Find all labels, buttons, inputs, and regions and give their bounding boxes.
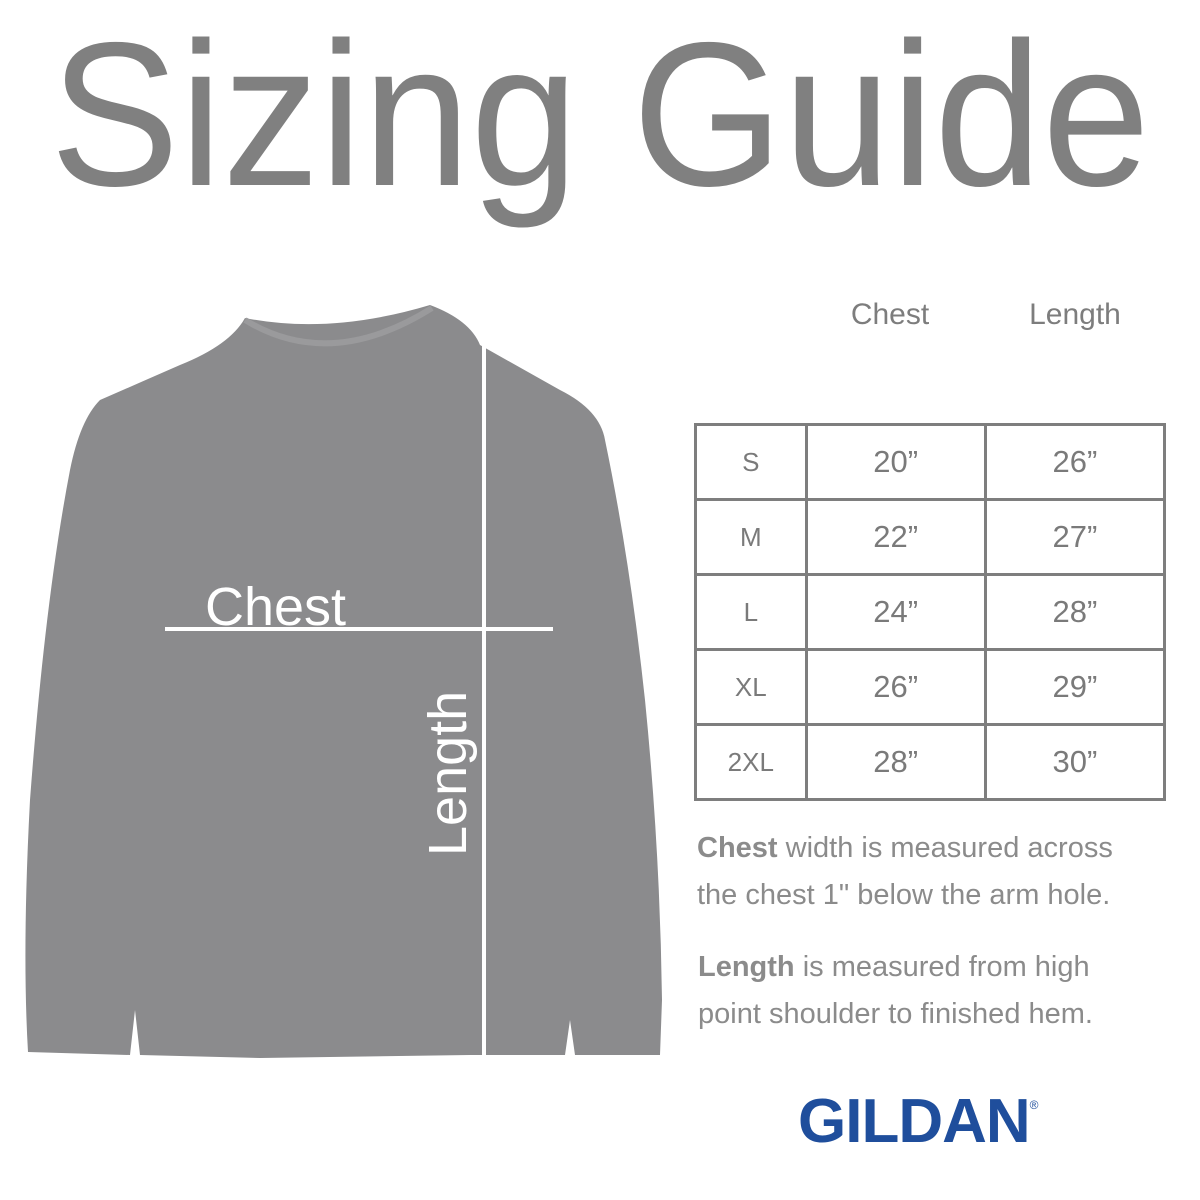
table-row: M 22” 27”: [694, 498, 1167, 576]
chest-note-bold: Chest: [697, 832, 778, 864]
gildan-logo: GILDAN®: [798, 1086, 1038, 1157]
sweatshirt-image: [25, 305, 662, 1058]
page-title: Sizing Guide: [50, 0, 1150, 229]
length-label: Length: [418, 691, 478, 856]
table-row: S 20” 26”: [694, 423, 1167, 501]
chest-note-line2: the chest 1" below the arm hole.: [697, 879, 1111, 911]
size-cell: S: [694, 423, 808, 501]
registered-mark: ®: [1029, 1098, 1039, 1112]
length-cell: 30”: [983, 723, 1167, 801]
chest-note: Chest width is measured across the chest…: [697, 825, 1113, 919]
chest-label: Chest: [205, 577, 346, 637]
title-text: Sizing Guide: [50, 0, 1150, 229]
chest-cell: 24”: [804, 573, 987, 651]
table-row: XL 26” 29”: [694, 648, 1167, 726]
brand-name: GILDAN: [798, 1087, 1031, 1156]
header-length: Length: [1029, 298, 1121, 331]
length-note: Length is measured from high point shoul…: [698, 944, 1093, 1038]
size-cell: L: [694, 573, 808, 651]
chest-cell: 22”: [804, 498, 987, 576]
chest-cell: 20”: [804, 423, 987, 501]
sweatshirt-diagram: Chest Length: [25, 305, 662, 1058]
size-table: S 20” 26” M 22” 27” L 24” 28” XL 26” 29” 2XL 28” 3…: [694, 423, 1167, 801]
table-row: L 24” 28”: [694, 573, 1167, 651]
chest-cell: 28”: [804, 723, 987, 801]
table-row: 2XL 28” 30”: [694, 723, 1167, 801]
chest-note-line1: width is measured across: [777, 832, 1113, 864]
length-cell: 27”: [983, 498, 1167, 576]
header-chest: Chest: [850, 298, 930, 331]
size-cell: M: [694, 498, 808, 576]
length-cell: 26”: [983, 423, 1167, 501]
size-cell: XL: [694, 648, 808, 726]
chest-cell: 26”: [804, 648, 987, 726]
size-cell: 2XL: [694, 723, 808, 801]
length-note-line1: is measured from high: [794, 951, 1090, 983]
length-note-line2: point shoulder to finished hem.: [698, 998, 1093, 1030]
length-cell: 29”: [983, 648, 1167, 726]
length-note-bold: Length: [698, 951, 795, 983]
collar: [243, 305, 434, 347]
length-cell: 28”: [983, 573, 1167, 651]
